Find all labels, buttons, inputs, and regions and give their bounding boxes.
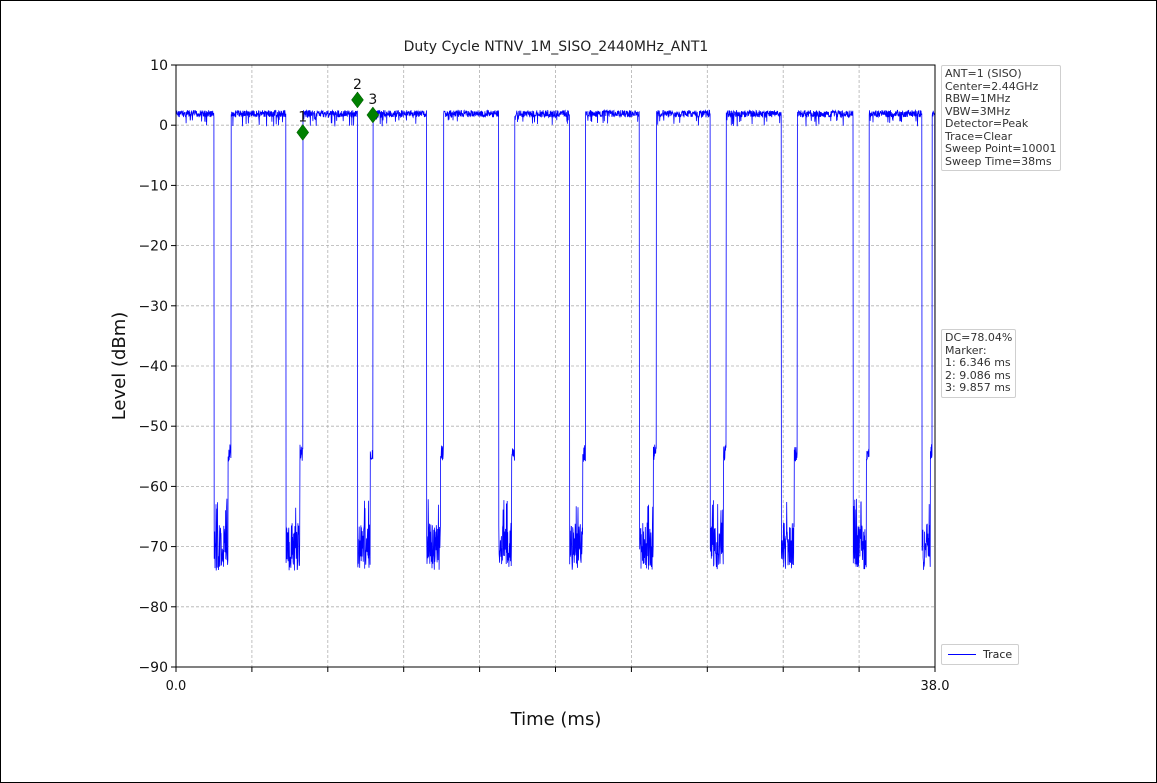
result-line: DC=78.04% xyxy=(945,331,1013,344)
legend-line-swatch xyxy=(948,654,976,655)
settings-line: RBW=1MHz xyxy=(945,92,1011,105)
settings-line: Sweep Time=38ms xyxy=(945,154,1052,168)
legend: Trace xyxy=(941,644,1020,665)
settings-line: ANT=1 (SISO) xyxy=(945,67,1022,80)
result-line: Marker: xyxy=(945,343,987,357)
legend-label: Trace xyxy=(983,648,1013,661)
y-tick-label: −60 xyxy=(138,479,168,495)
y-tick-label: −90 xyxy=(138,660,168,676)
marker-2-diamond xyxy=(351,91,364,109)
x-tick-label: 0.0 xyxy=(166,679,187,694)
y-tick-label: 10 xyxy=(150,58,168,74)
grid-layer xyxy=(176,65,935,667)
settings-info-box: ANT=1 (SISO) Center=2.44GHz RBW=1MHz VBW=3M… xyxy=(941,65,1061,171)
marker-1-diamond xyxy=(296,124,310,141)
y-tick-label: −30 xyxy=(138,299,168,315)
result-line: 1: 6.346 ms xyxy=(945,356,1011,369)
y-tick-label: −50 xyxy=(138,419,168,435)
marker-3-diamond xyxy=(366,106,380,124)
y-tick-label: 0 xyxy=(159,118,168,134)
axis-layer: 10 0 −10 −20 −30 −40 −50 −60 −70 −80 −90 0.0 38.0 xyxy=(138,58,949,694)
y-tick-label: −10 xyxy=(138,178,168,194)
marker-3-label: 3 xyxy=(368,92,377,108)
settings-line: VBW=3MHz xyxy=(945,104,1011,118)
chart-title: Duty Cycle NTNV_1M_SISO_2440MHz_ANT1 xyxy=(404,39,709,55)
y-axis-label: Level (dBm) xyxy=(109,312,130,421)
result-line: 3: 9.857 ms xyxy=(945,381,1011,394)
y-tick-label: −80 xyxy=(138,600,168,616)
trace-layer xyxy=(175,109,936,571)
marker-1-label: 1 xyxy=(298,109,307,125)
y-tick-label: −40 xyxy=(138,359,168,375)
settings-line: Trace=Clear xyxy=(945,129,1013,143)
result-line: 2: 9.086 ms xyxy=(945,368,1011,382)
x-tick-label: 38.0 xyxy=(921,679,950,694)
y-tick-label: −20 xyxy=(138,239,168,255)
duty-cycle-result-box: DC=78.04% Marker: 1: 6.346 ms 2: 9.086 ms 3:… xyxy=(941,329,1017,398)
y-tick-label: −70 xyxy=(138,540,168,556)
settings-line: Center=2.44GHz xyxy=(945,79,1039,93)
trace-series-line xyxy=(175,109,936,571)
settings-line: Detector=Peak xyxy=(945,117,1029,130)
marker-layer: 1 23 xyxy=(296,77,380,141)
settings-line: Sweep Point=10001 xyxy=(945,142,1057,155)
marker-2-label: 2 xyxy=(353,77,362,93)
x-axis-label: Time (ms) xyxy=(510,709,602,730)
